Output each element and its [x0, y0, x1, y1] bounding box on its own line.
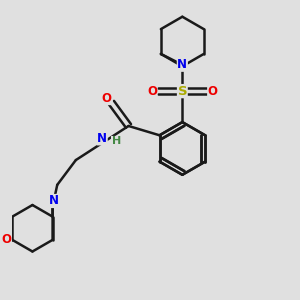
- Text: N: N: [49, 194, 59, 208]
- Text: N: N: [97, 132, 107, 145]
- Text: O: O: [147, 85, 157, 98]
- Text: N: N: [177, 58, 187, 71]
- Text: S: S: [178, 85, 187, 98]
- Text: O: O: [102, 92, 112, 105]
- Text: O: O: [1, 233, 11, 246]
- Text: O: O: [208, 85, 218, 98]
- Text: H: H: [112, 136, 121, 146]
